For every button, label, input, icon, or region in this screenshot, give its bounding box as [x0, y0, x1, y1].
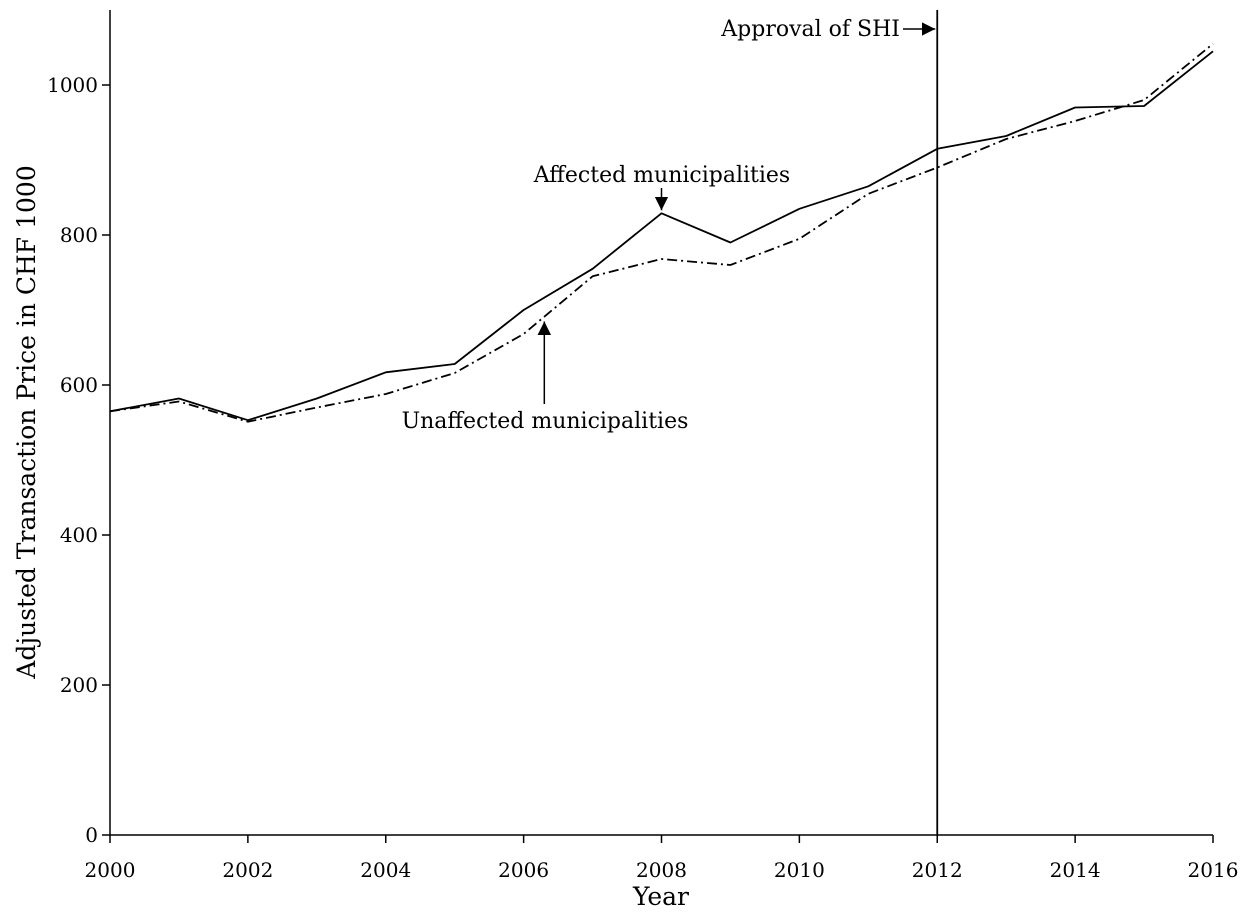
y-ticks: 0 200 400 600 800 1000 — [47, 73, 110, 847]
y-tick-label: 0 — [85, 823, 98, 847]
y-tick-label: 1000 — [47, 73, 98, 97]
y-tick-label: 800 — [60, 223, 98, 247]
x-ticks: 2000 2002 2004 2006 2008 2010 2012 2014 2016 — [85, 835, 1239, 882]
x-tick-label: 2006 — [498, 858, 549, 882]
x-tick-label: 2010 — [774, 858, 825, 882]
x-axis-title: Year — [632, 882, 689, 911]
y-tick-label: 400 — [60, 523, 98, 547]
x-tick-label: 2002 — [222, 858, 273, 882]
unaffected-label: Unaffected municipalities — [402, 409, 689, 434]
unaffected-series-line — [109, 43, 1214, 423]
affected-series-line — [109, 50, 1214, 422]
annotations: Approval of SHI Affected municipalities … — [402, 10, 939, 835]
y-axis-title: Adjusted Transaction Price in CHF 1000 — [12, 165, 41, 679]
affected-label: Affected municipalities — [533, 163, 790, 188]
x-tick-label: 2008 — [636, 858, 687, 882]
axes: 2000 2002 2004 2006 2008 2010 2012 2014 2016 020… — [47, 10, 1238, 882]
x-tick-label: 2004 — [360, 858, 411, 882]
x-tick-label: 2000 — [85, 858, 136, 882]
x-tick-label: 2016 — [1188, 858, 1239, 882]
y-tick-label: 600 — [60, 373, 98, 397]
x-tick-label: 2014 — [1050, 858, 1101, 882]
y-tick-label: 200 — [60, 673, 98, 697]
x-tick-label: 2012 — [912, 858, 963, 882]
series-layer — [109, 43, 1214, 423]
approval-label: Approval of SHI — [720, 17, 900, 42]
